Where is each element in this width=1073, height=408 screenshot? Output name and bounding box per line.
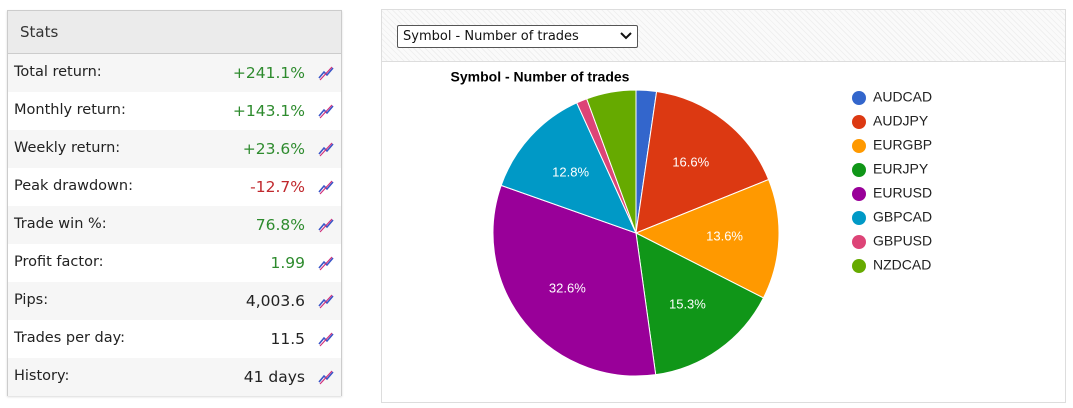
legend-label: GBPCAD (873, 209, 932, 225)
chart-icon[interactable] (317, 141, 335, 157)
stat-label: Monthly return: (14, 102, 126, 118)
stat-row: Trade win %: 76.8% (8, 206, 341, 244)
stats-panel: Stats Total return: +241.1% Monthly return… (7, 10, 342, 396)
legend-swatch (852, 235, 866, 249)
legend-swatch (852, 163, 866, 177)
stat-label: History: (14, 368, 70, 384)
legend-swatch (852, 115, 866, 129)
chart-icon[interactable] (317, 331, 335, 347)
slice-label: 16.6% (672, 155, 709, 170)
legend-swatch (852, 211, 866, 225)
chart-icon[interactable] (317, 293, 335, 309)
pie-slice (635, 90, 770, 234)
slice-label: 12.8% (552, 165, 589, 180)
stats-title: Stats (8, 11, 341, 54)
stat-label: Profit factor: (14, 254, 104, 270)
stat-label: Total return: (14, 64, 102, 80)
stat-row: Profit factor: 1.99 (8, 244, 341, 282)
toolbar: Symbol - Number of trades (382, 10, 1065, 62)
pie-slice (634, 178, 780, 299)
pie-slice (500, 102, 637, 234)
pie-chart: Symbol - Number of trades 16.6% 13.6% 15.3… (451, 69, 932, 377)
stat-label: Trades per day: (14, 330, 126, 346)
stat-value: 41 days (243, 368, 305, 386)
stat-row: Monthly return: +143.1% (8, 92, 341, 130)
slice-label: 32.6% (549, 281, 586, 296)
legend-swatch (852, 139, 866, 153)
chart-panel: Symbol - Number of trades (381, 9, 1066, 403)
stat-row: Weekly return: +23.6% (8, 130, 341, 168)
chevron (620, 32, 632, 40)
chart-icon[interactable] (317, 255, 335, 271)
pie-slice (586, 89, 637, 234)
select-text: Symbol - Number of trades (403, 29, 579, 44)
chart-title: Symbol - Number of trades (451, 69, 630, 85)
stat-value: -12.7% (250, 178, 305, 196)
pie-slice (635, 232, 765, 376)
legend-label: AUDCAD (873, 89, 932, 105)
legend-swatch (852, 187, 866, 201)
slice-label: 13.6% (706, 228, 743, 243)
legend-label: AUDJPY (873, 113, 929, 129)
legend-label: EURUSD (873, 185, 932, 201)
chart-icon[interactable] (317, 65, 335, 81)
stat-label: Weekly return: (14, 140, 121, 156)
stat-value: 1.99 (270, 254, 305, 272)
stat-value: 4,003.6 (245, 292, 305, 310)
legend-swatch (852, 91, 866, 105)
stat-value: 11.5 (270, 330, 305, 348)
stat-value: 76.8% (255, 216, 305, 234)
pie-slice (492, 184, 657, 377)
stat-label: Peak drawdown: (14, 178, 133, 194)
stat-value: +23.6% (242, 140, 305, 158)
stat-label: Pips: (14, 292, 49, 308)
chart-icon[interactable] (317, 217, 335, 233)
stat-value: +241.1% (232, 64, 305, 82)
stat-row: Trades per day: 11.5 (8, 320, 341, 358)
stat-value: +143.1% (232, 102, 305, 120)
stat-label: Trade win %: (14, 216, 107, 232)
stat-row: Peak drawdown: -12.7% (8, 168, 341, 206)
legend-label: EURJPY (873, 161, 929, 177)
stat-row: History: 41 days (8, 358, 341, 396)
chart-icon[interactable] (317, 103, 335, 119)
stats-rows: Total return: +241.1% Monthly return: +143.… (8, 54, 341, 396)
stat-row: Pips: 4,003.6 (8, 282, 341, 320)
legend-label: EURGBP (873, 137, 932, 153)
slice-label: 15.3% (669, 297, 706, 312)
chart-icon[interactable] (317, 179, 335, 195)
legend-label: NZDCAD (873, 257, 931, 273)
stat-row: Total return: +241.1% (8, 54, 341, 92)
legend-label: GBPUSD (873, 233, 932, 249)
chart-icon[interactable] (317, 369, 335, 385)
chart-select[interactable]: Symbol - Number of trades (397, 25, 638, 48)
legend-swatch (852, 259, 866, 273)
